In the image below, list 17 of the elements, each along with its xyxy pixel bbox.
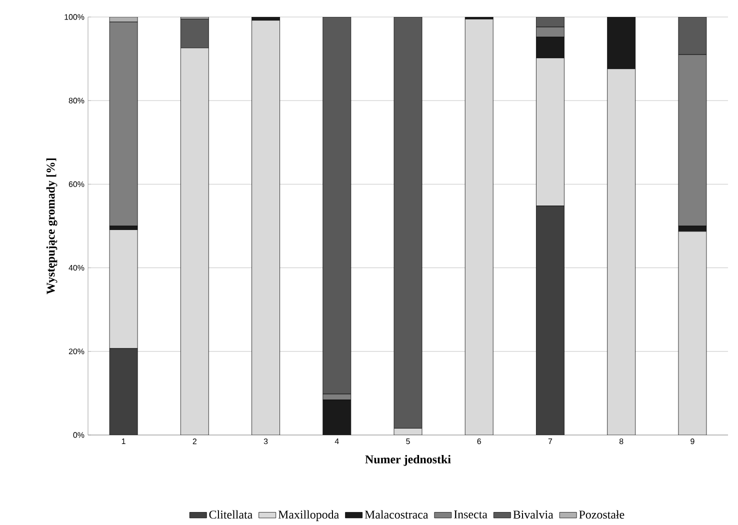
legend-label: Malacostraca [364, 510, 428, 519]
legend-label: Clitellata [209, 510, 252, 519]
legend-label: Pozostałe [579, 510, 624, 519]
bar [536, 58, 564, 206]
bar [180, 48, 209, 435]
bar [109, 348, 138, 435]
bar [607, 68, 636, 435]
y-axis-title: Występujące gromady [%] [46, 158, 58, 294]
bar [536, 206, 564, 435]
bar [252, 20, 280, 435]
bar [109, 230, 138, 349]
legend-label: Insecta [454, 510, 488, 518]
legend-label: Maxillopoda [278, 510, 339, 522]
legend-label: Bivalvia [513, 510, 554, 519]
bar [678, 231, 707, 435]
bar [464, 18, 494, 435]
x-axis-title: Numer jednostki [365, 455, 451, 466]
